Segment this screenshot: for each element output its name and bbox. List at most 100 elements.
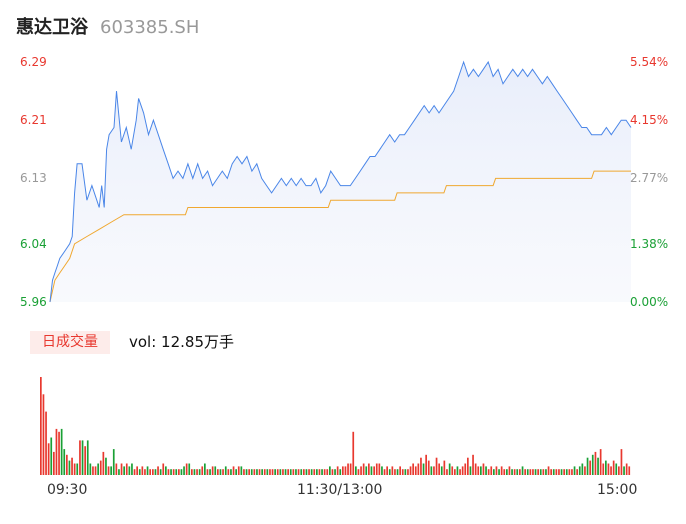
volume-bar bbox=[66, 454, 68, 475]
volume-bar bbox=[154, 469, 157, 475]
daily-volume-tab[interactable]: 日成交量 bbox=[30, 331, 110, 354]
volume-bar bbox=[571, 469, 573, 475]
volume-bar bbox=[459, 469, 461, 475]
volume-bar bbox=[602, 463, 605, 475]
volume-bar bbox=[331, 469, 334, 475]
volume-bar bbox=[589, 460, 591, 475]
volume-bar bbox=[605, 460, 607, 475]
volume-bar bbox=[391, 466, 394, 475]
price-area-shape bbox=[50, 62, 631, 302]
volume-bar bbox=[115, 463, 118, 475]
volume-bar bbox=[349, 463, 352, 475]
volume-bar bbox=[253, 469, 256, 475]
volume-bar bbox=[300, 469, 303, 475]
volume-bar bbox=[433, 466, 435, 475]
volume-bar bbox=[146, 466, 149, 475]
volume-bar bbox=[110, 466, 112, 475]
volume-bar bbox=[250, 469, 253, 475]
volume-bar bbox=[607, 463, 610, 475]
volume-bar bbox=[365, 466, 368, 475]
volume-bar bbox=[92, 466, 94, 475]
volume-bar bbox=[152, 469, 154, 475]
volume-bar bbox=[500, 466, 503, 475]
volume-bar bbox=[308, 469, 310, 475]
volume-bar bbox=[618, 466, 620, 475]
volume-bar bbox=[378, 463, 381, 475]
volume-bar bbox=[521, 466, 524, 475]
stock-name: 惠达卫浴 bbox=[16, 17, 88, 38]
volume-bar bbox=[474, 463, 477, 475]
volume-bar bbox=[162, 463, 165, 475]
volume-bar bbox=[193, 469, 196, 475]
volume-bar bbox=[612, 460, 615, 475]
volume-bar bbox=[485, 466, 487, 475]
volume-bar bbox=[347, 463, 349, 475]
volume-bar bbox=[245, 469, 248, 475]
volume-bar bbox=[248, 469, 250, 475]
volume-bar bbox=[266, 469, 269, 475]
volume-bar bbox=[136, 466, 138, 475]
volume-bar bbox=[344, 466, 347, 475]
volume-bar bbox=[591, 454, 594, 475]
volume-bar bbox=[565, 469, 568, 475]
volume-bar bbox=[188, 463, 191, 475]
volume-bar bbox=[355, 466, 357, 475]
volume-bar bbox=[40, 377, 42, 475]
volume-bar bbox=[222, 469, 224, 475]
volume-bar bbox=[138, 469, 141, 475]
volume-bar bbox=[440, 466, 443, 475]
volume-summary: vol: 12.85万手 bbox=[129, 333, 234, 351]
volume-bar bbox=[191, 469, 193, 475]
volume-bar bbox=[105, 457, 107, 475]
volume-bar bbox=[524, 469, 526, 475]
volume-bar bbox=[214, 466, 217, 475]
volume-bar bbox=[102, 451, 105, 475]
volume-bar bbox=[196, 469, 198, 475]
volume-bar bbox=[443, 460, 446, 475]
volume-bar bbox=[50, 437, 53, 475]
volume-bar bbox=[357, 469, 360, 475]
volume-bar bbox=[511, 469, 513, 475]
volume-bar bbox=[555, 469, 558, 475]
volume-bar bbox=[610, 466, 612, 475]
volume-bar bbox=[55, 428, 58, 475]
volume-bar bbox=[261, 469, 263, 475]
price-tick-label: 6.21 bbox=[20, 113, 47, 128]
volume-bar bbox=[599, 449, 602, 475]
volume-bar bbox=[131, 463, 133, 475]
pct-tick-label: 4.15% bbox=[630, 113, 669, 128]
volume-bar bbox=[534, 469, 537, 475]
volume-bar bbox=[60, 428, 63, 475]
volume-bar bbox=[360, 466, 362, 475]
volume-bar bbox=[175, 469, 178, 475]
volume-bar bbox=[336, 466, 339, 475]
volume-bar bbox=[396, 469, 399, 475]
volume-bar bbox=[170, 469, 172, 475]
volume-bar bbox=[284, 469, 287, 475]
volume-bar bbox=[375, 463, 378, 475]
pct-tick-label: 1.38% bbox=[630, 236, 669, 251]
volume-bar bbox=[615, 463, 618, 475]
volume-bar bbox=[342, 466, 344, 475]
volume-bar bbox=[63, 449, 66, 475]
volume-bar bbox=[217, 469, 219, 475]
volume-bar bbox=[409, 466, 412, 475]
volume-bar bbox=[316, 469, 318, 475]
volume-bar bbox=[448, 463, 451, 475]
pct-tick-label: 2.77% bbox=[630, 171, 669, 186]
price-tick-label: 6.13 bbox=[20, 171, 47, 186]
volume-bar bbox=[404, 469, 407, 475]
volume-bar bbox=[297, 469, 300, 475]
volume-bar bbox=[386, 466, 388, 475]
volume-bar bbox=[407, 469, 409, 475]
volume-bar bbox=[204, 463, 206, 475]
volume-bar bbox=[414, 466, 417, 475]
avg-series-line bbox=[49, 170, 631, 303]
volume-bar bbox=[180, 469, 183, 475]
volume-bar bbox=[209, 469, 211, 475]
price-line bbox=[49, 60, 632, 303]
avg-price-line bbox=[49, 170, 631, 303]
volume-bar bbox=[563, 469, 565, 475]
volume-bar bbox=[456, 466, 459, 475]
